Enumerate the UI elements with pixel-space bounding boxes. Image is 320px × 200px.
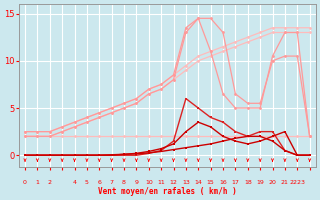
X-axis label: Vent moyen/en rafales ( km/h ): Vent moyen/en rafales ( km/h )	[98, 187, 237, 196]
